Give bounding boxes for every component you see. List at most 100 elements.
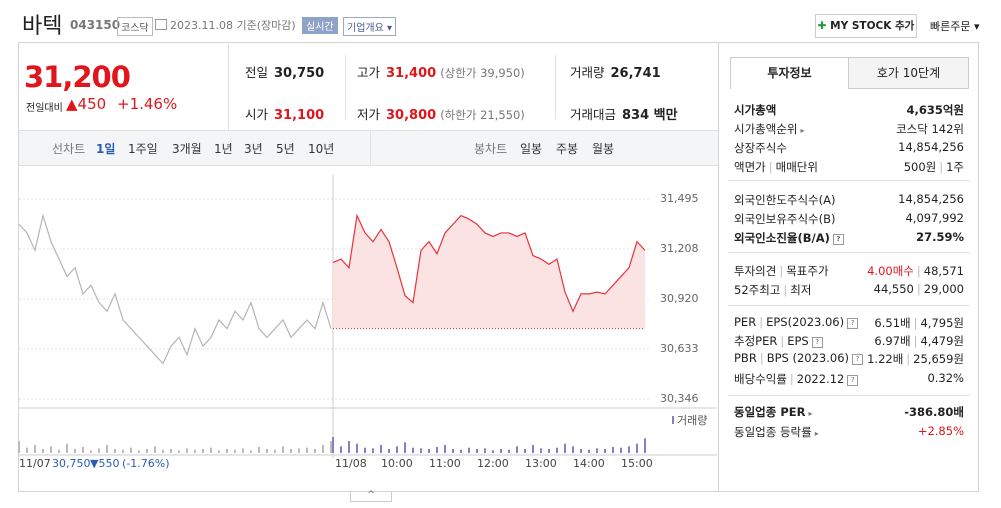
help-icon[interactable]: ?: [847, 318, 859, 329]
quote-value: 31,400: [386, 66, 437, 81]
divider: |: [783, 283, 788, 297]
divider: |: [913, 316, 918, 330]
quote-label: 저가: [357, 107, 381, 122]
my-stock-button[interactable]: ✚ MY STOCK 추가: [815, 14, 917, 38]
info-value: +2.85%: [917, 424, 964, 438]
volume-bar: [348, 441, 350, 453]
volume-bar: [114, 449, 116, 453]
volume-bar: [500, 449, 502, 453]
info-value-group: 코스닥 142위: [896, 121, 964, 137]
info-value: 48,571: [923, 264, 964, 278]
info-value-group: 4.00매수 | 48,571: [867, 263, 964, 279]
quote-value: 31,100: [274, 108, 325, 123]
info-label: 시가총액순위: [734, 122, 798, 136]
candle-tab[interactable]: 주봉: [556, 142, 579, 156]
quote-cell: 거래량 26,741: [570, 62, 661, 81]
change-value: 450: [77, 95, 107, 113]
help-icon[interactable]: ?: [847, 375, 859, 386]
volume-bar: [162, 449, 164, 453]
period-tab[interactable]: 5년: [276, 142, 295, 156]
info-value-group: 14,854,256: [898, 192, 964, 206]
volume-bar: [332, 437, 334, 453]
info-value: 4,635억원: [906, 103, 964, 117]
period-tab[interactable]: 10년: [308, 142, 335, 156]
volume-bar: [612, 447, 614, 453]
prev-close: 30,750: [52, 457, 91, 470]
info-value-group: 1.22배 | 25,659원: [867, 351, 964, 367]
info-label-group: 상장주식수: [734, 140, 787, 156]
period-tab[interactable]: 3년: [244, 142, 263, 156]
period-tab[interactable]: 3개월: [172, 142, 202, 156]
volume-label: 거래량: [677, 414, 707, 427]
info-label: 외국인소진율(B/A): [734, 231, 830, 245]
volume-bar: [340, 446, 342, 453]
period-tab[interactable]: 1년: [214, 142, 233, 156]
help-icon[interactable]: ?: [811, 337, 823, 348]
quote-label: 거래량: [570, 65, 605, 80]
info-label-group: 추정PER | EPS?: [734, 333, 823, 349]
volume-bar: [396, 446, 398, 453]
quote-label: 고가: [357, 65, 381, 80]
company-info-button[interactable]: 기업개요 ▾: [343, 17, 397, 36]
info-label-group: 시가총액순위 ▸: [734, 121, 805, 137]
candle-tab[interactable]: 일봉: [520, 142, 543, 156]
info-value: 4,795원: [920, 316, 964, 330]
period-tab[interactable]: 1주일: [128, 142, 158, 156]
quote-cell: 시가 31,100: [245, 104, 324, 123]
divider: |: [759, 351, 764, 365]
volume-bar: [516, 446, 518, 453]
info-value: 코스닥 142위: [896, 122, 964, 136]
quick-order[interactable]: 빠른주문 ▾: [930, 20, 980, 33]
volume-bar: [524, 449, 526, 453]
volume-bar: [444, 445, 446, 453]
info-label: 동일업종 PER: [734, 405, 806, 419]
realtime-badge[interactable]: 실시간: [302, 17, 338, 34]
info-value: 1주: [946, 160, 964, 174]
x-tick-label: 10:00: [381, 457, 413, 470]
prev-change-pct: (-1.76%): [122, 457, 170, 470]
volume-bar: [42, 449, 44, 453]
quote-cell: 저가 30,800 (하한가 21,550): [357, 104, 525, 123]
stock-code: 043150: [70, 18, 121, 32]
info-tab[interactable]: 호가 10단계: [848, 57, 969, 89]
y-tick-label: 31,208: [660, 242, 699, 255]
period-tab[interactable]: 1일: [96, 142, 116, 156]
info-row: 시가총액 4,635억원: [734, 102, 964, 118]
quote-cell: 고가 31,400 (상한가 39,950): [357, 62, 525, 81]
volume-bar: [194, 449, 196, 453]
volume-bar: [468, 447, 470, 453]
info-value: -386.80배: [904, 405, 964, 419]
candle-tab[interactable]: 월봉: [592, 142, 615, 156]
help-icon[interactable]: ?: [852, 354, 864, 365]
volume-bar: [404, 442, 406, 453]
help-icon[interactable]: ?: [832, 234, 844, 245]
info-label-group: 시가총액: [734, 102, 776, 118]
y-tick-label: 30,633: [660, 342, 699, 355]
info-label: 목표주가: [786, 264, 829, 278]
y-tick-label: 30,346: [660, 392, 699, 405]
volume-bar: [314, 449, 316, 453]
x-tick-label: 12:00: [477, 457, 509, 470]
volume-bar: [356, 443, 358, 453]
info-tab-active[interactable]: 투자정보: [730, 57, 849, 89]
info-value-group: 6.97배 | 4,479원: [874, 333, 964, 349]
divider: |: [779, 264, 784, 278]
collapse-button[interactable]: ^: [350, 491, 392, 502]
prev-date: 11/07: [19, 457, 51, 470]
info-row: 시가총액순위 ▸ 코스닥 142위: [734, 121, 964, 137]
info-row: PER | EPS(2023.06)? 6.51배 | 4,795원: [734, 315, 964, 331]
arrow: ▸: [800, 126, 805, 135]
volume-bar: [138, 450, 140, 453]
quick-order-text: 빠른주문: [930, 20, 971, 33]
volume-bar: [372, 448, 374, 453]
change-pct: +1.46%: [117, 95, 178, 113]
volume-bar: [146, 449, 148, 453]
volume-bar: [130, 447, 132, 453]
volume-bar: [218, 450, 220, 453]
change: ▲450: [66, 95, 107, 113]
volume-bar: [250, 450, 252, 453]
volume-bar: [122, 449, 124, 453]
info-label: 액면가: [734, 160, 766, 174]
info-value: 4.00매수: [867, 264, 914, 278]
